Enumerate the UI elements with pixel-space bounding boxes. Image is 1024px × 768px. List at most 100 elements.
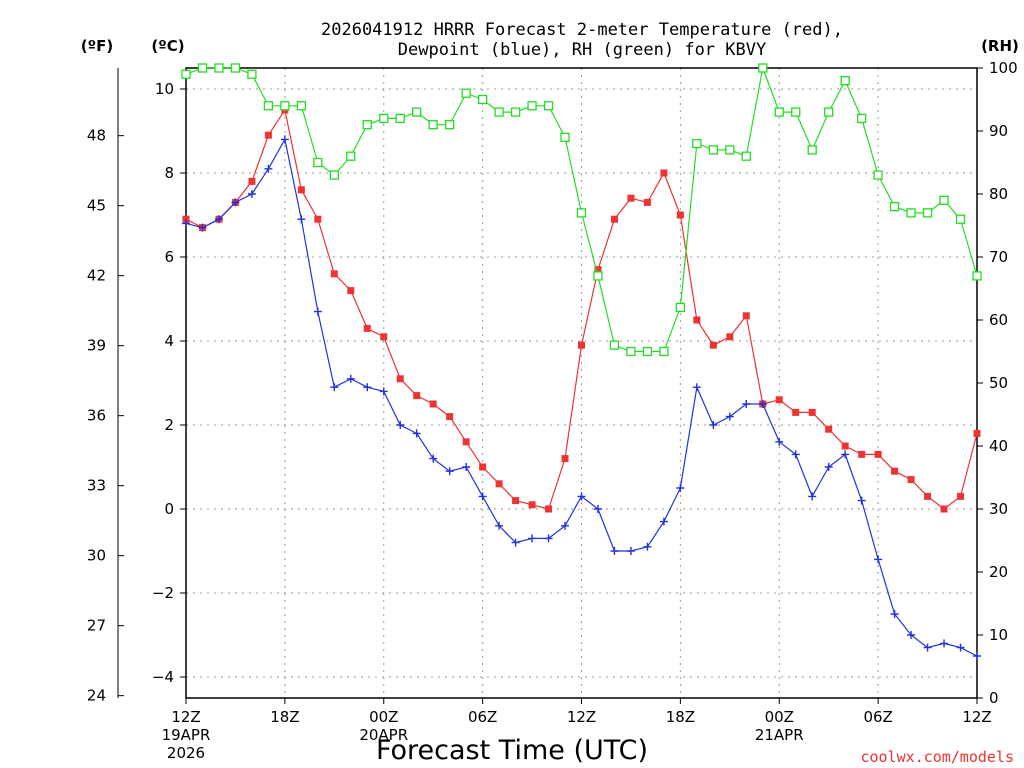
dewpoint-point bbox=[412, 429, 421, 438]
dewpoint-point bbox=[907, 631, 916, 639]
rh-point bbox=[346, 151, 356, 161]
celsius-tick-label: 2 bbox=[164, 416, 174, 434]
rh-tick-label: 50 bbox=[989, 374, 1008, 392]
temperature-point bbox=[446, 413, 454, 421]
temperature-point bbox=[380, 333, 388, 341]
dewpoint-point bbox=[462, 463, 471, 471]
temperature-point bbox=[973, 429, 981, 437]
rh-unit-label: (RH) bbox=[981, 37, 1019, 55]
x-axis-label: Forecast Time (UTC) bbox=[376, 735, 648, 766]
temperature-point bbox=[693, 316, 701, 324]
dewpoint-point bbox=[824, 463, 833, 471]
dewpoint-point bbox=[346, 374, 355, 383]
dewpoint-point bbox=[659, 517, 668, 526]
rh-tick-label: 100 bbox=[989, 59, 1018, 77]
rh-tick-label: 60 bbox=[989, 311, 1008, 329]
temperature-point bbox=[561, 455, 569, 463]
dewpoint-point bbox=[396, 421, 405, 429]
dewpoint-point bbox=[593, 505, 602, 513]
dewpoint-point bbox=[330, 383, 339, 392]
x-tick-label: 12Z bbox=[171, 708, 200, 726]
temperature-point bbox=[429, 400, 437, 408]
dewpoint-point bbox=[577, 492, 586, 501]
celsius-tick-label: −4 bbox=[152, 668, 174, 686]
temperature-point bbox=[264, 131, 272, 139]
dewpoint-point bbox=[643, 542, 652, 551]
temperature-point bbox=[660, 169, 668, 177]
rh-point bbox=[725, 145, 735, 155]
dewpoint-point bbox=[956, 643, 965, 652]
grid bbox=[186, 68, 977, 698]
dewpoint-point bbox=[214, 215, 223, 224]
dewpoint-point bbox=[890, 610, 899, 618]
dewpoint-point bbox=[874, 555, 883, 564]
dewpoint-point bbox=[923, 643, 932, 652]
dewpoint-point bbox=[495, 521, 504, 530]
dewpoint-point bbox=[725, 412, 734, 421]
dewpoint-point bbox=[429, 454, 438, 463]
rh-point bbox=[791, 107, 801, 117]
dewpoint-point bbox=[313, 307, 322, 316]
temperature-point bbox=[578, 341, 585, 349]
celsius-unit-label: (ºC) bbox=[151, 37, 184, 55]
dewpoint-point bbox=[379, 387, 388, 396]
rh-point bbox=[972, 271, 982, 281]
rh-point bbox=[181, 69, 191, 79]
temperature-point bbox=[874, 450, 882, 458]
dewpoint-point bbox=[692, 383, 701, 392]
dewpoint-point bbox=[758, 400, 767, 408]
temperature-point bbox=[907, 476, 915, 484]
rh-point bbox=[576, 208, 587, 218]
dewpoint-point bbox=[231, 198, 240, 207]
temperature-point bbox=[512, 497, 520, 505]
x-date-label: 20APR bbox=[359, 726, 408, 744]
dewpoint-point bbox=[626, 547, 635, 555]
x-date-label: 19APR bbox=[162, 726, 211, 744]
celsius-tick-label: 8 bbox=[164, 164, 174, 182]
temperature-point bbox=[314, 215, 322, 223]
rh-point bbox=[214, 63, 224, 73]
fahrenheit-tick-label: 33 bbox=[87, 477, 106, 495]
temperature-point bbox=[495, 480, 503, 488]
rh-tick-label: 20 bbox=[989, 563, 1008, 581]
temperature-point bbox=[726, 333, 734, 341]
temperature-point bbox=[297, 186, 305, 194]
dewpoint-point bbox=[610, 547, 619, 555]
rh-point bbox=[395, 113, 405, 124]
rh-tick-label: 0 bbox=[989, 689, 999, 707]
rh-point bbox=[230, 63, 241, 73]
x-tick-label: 00Z bbox=[369, 708, 398, 726]
temperature-point bbox=[957, 492, 965, 500]
fahrenheit-tick-label: 42 bbox=[87, 267, 106, 285]
rh-point bbox=[807, 145, 817, 155]
celsius-tick-label: 10 bbox=[155, 80, 174, 98]
temperature-point bbox=[627, 194, 635, 202]
dewpoint-point bbox=[297, 215, 306, 224]
credit-link[interactable]: coolwx.com/models bbox=[860, 748, 1014, 766]
dewpoint-point bbox=[808, 492, 817, 501]
temperature-point bbox=[610, 215, 618, 223]
plot-frame bbox=[185, 67, 978, 699]
dewpoint-point bbox=[198, 223, 207, 232]
dewpoint-point bbox=[280, 135, 289, 144]
rh-point bbox=[428, 120, 438, 130]
fahrenheit-tick-label: 36 bbox=[87, 407, 106, 425]
x-tick-label: 00Z bbox=[765, 708, 794, 726]
fahrenheit-tick-label: 45 bbox=[87, 197, 106, 215]
temperature-point bbox=[792, 408, 800, 416]
temperature-point bbox=[676, 211, 684, 219]
dewpoint-point bbox=[791, 450, 800, 459]
rh-point bbox=[461, 88, 471, 98]
rh-point bbox=[593, 271, 603, 281]
rh-point bbox=[955, 214, 966, 224]
fahrenheit-tick-label: 39 bbox=[87, 337, 106, 355]
rh-point bbox=[906, 208, 916, 218]
rh-point bbox=[263, 101, 274, 111]
rh-point bbox=[477, 94, 488, 105]
rh-point bbox=[543, 101, 554, 111]
rh-point bbox=[379, 113, 389, 124]
fahrenheit-unit-label: (ºF) bbox=[81, 37, 113, 55]
rh-tick-label: 30 bbox=[989, 500, 1008, 518]
temperature-point bbox=[363, 324, 371, 332]
